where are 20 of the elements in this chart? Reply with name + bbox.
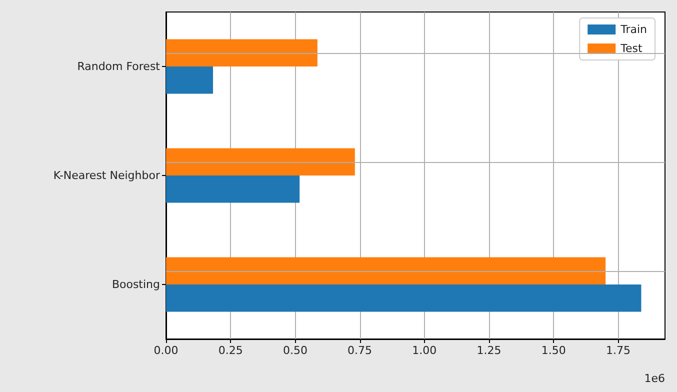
y-tick-label: Boosting xyxy=(112,278,160,291)
bar xyxy=(166,148,355,176)
legend-label: Test xyxy=(620,42,643,55)
bar xyxy=(166,284,642,312)
text: 1e6 xyxy=(644,372,665,385)
legend-label: Train xyxy=(620,23,648,36)
x-tick-label: 1.00 xyxy=(412,344,437,357)
bar xyxy=(166,257,606,284)
x-tick-label: 0.25 xyxy=(218,344,243,357)
bar xyxy=(166,176,300,203)
x-tick-label: 0.00 xyxy=(154,344,178,357)
bar xyxy=(166,39,318,66)
x-tick-label: 1.75 xyxy=(606,344,630,357)
bar xyxy=(166,66,214,94)
x-tick-label: 0.50 xyxy=(282,344,308,357)
x-tick-label: 1.25 xyxy=(476,344,502,357)
y-tick-label: K-Nearest Neighbor xyxy=(53,169,160,182)
y-tick-label: Random Forest xyxy=(77,60,161,73)
x-tick-label: 0.75 xyxy=(348,344,372,357)
x-tick-label: 1.50 xyxy=(541,344,566,357)
